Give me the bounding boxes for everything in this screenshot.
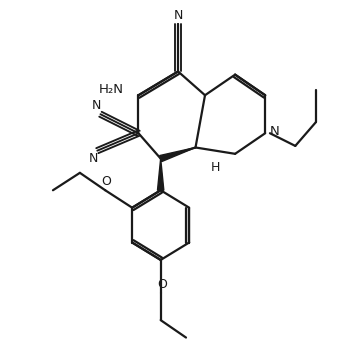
Text: O: O bbox=[157, 278, 167, 291]
Text: N: N bbox=[174, 9, 184, 22]
Text: H₂N: H₂N bbox=[98, 83, 123, 96]
Polygon shape bbox=[160, 147, 196, 162]
Text: N: N bbox=[92, 99, 101, 112]
Text: O: O bbox=[102, 175, 112, 188]
Text: H: H bbox=[211, 161, 220, 174]
Text: N: N bbox=[269, 125, 279, 138]
Text: N: N bbox=[89, 152, 98, 165]
Polygon shape bbox=[157, 159, 164, 190]
